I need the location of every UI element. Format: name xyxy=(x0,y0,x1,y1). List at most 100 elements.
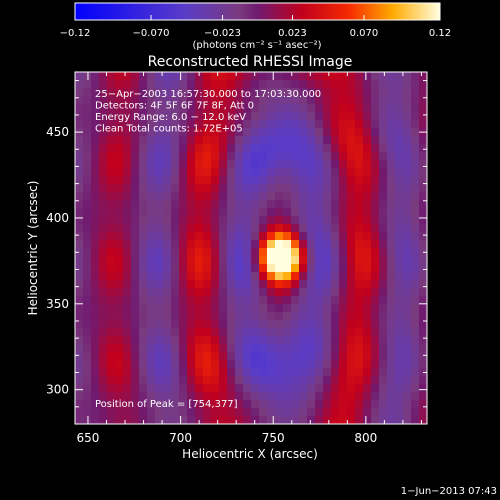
heatmap-cell xyxy=(315,240,324,249)
heatmap-cell xyxy=(283,344,292,353)
heatmap-cell xyxy=(267,328,276,337)
heatmap-cell xyxy=(347,408,356,417)
heatmap-cell xyxy=(107,80,116,89)
heatmap-cell xyxy=(203,192,212,201)
heatmap-cell xyxy=(179,328,188,337)
heatmap-cell xyxy=(219,384,228,393)
heatmap-cell xyxy=(155,72,164,81)
heatmap-cell xyxy=(403,272,412,281)
heatmap-cell xyxy=(291,144,300,153)
heatmap-cell xyxy=(187,328,196,337)
heatmap-cell xyxy=(331,240,340,249)
heatmap-cell xyxy=(275,96,284,105)
heatmap-cell xyxy=(283,232,292,241)
heatmap-cell xyxy=(219,232,228,241)
heatmap-cell xyxy=(139,80,148,89)
heatmap-cell xyxy=(219,296,228,305)
heatmap-cell xyxy=(179,168,188,177)
heatmap-cell xyxy=(403,72,412,81)
heatmap-cell xyxy=(275,384,284,393)
heatmap-cell xyxy=(227,144,236,153)
heatmap-cell xyxy=(371,200,380,209)
heatmap-cell xyxy=(243,392,252,401)
heatmap-cell xyxy=(131,328,140,337)
heatmap-cell xyxy=(387,312,396,321)
heatmap-cell xyxy=(211,136,220,145)
heatmap-cell xyxy=(203,320,212,329)
heatmap-cell xyxy=(411,400,420,409)
heatmap-cell xyxy=(331,192,340,201)
heatmap-cell xyxy=(267,336,276,345)
heatmap-cell xyxy=(155,144,164,153)
heatmap-cell xyxy=(235,120,244,129)
heatmap-cell xyxy=(139,216,148,225)
heatmap-cell xyxy=(99,96,108,105)
heatmap-cell xyxy=(107,256,116,265)
heatmap-cell xyxy=(307,144,316,153)
heatmap-cell xyxy=(187,144,196,153)
heatmap-cell xyxy=(403,392,412,401)
heatmap-cell xyxy=(363,160,372,169)
heatmap-cell xyxy=(419,272,427,281)
heatmap-cell xyxy=(275,264,284,273)
heatmap-cell xyxy=(195,312,204,321)
heatmap-cell xyxy=(187,176,196,185)
heatmap-cell xyxy=(403,176,412,185)
heatmap-cell xyxy=(315,392,324,401)
heatmap-cell xyxy=(243,160,252,169)
heatmap-cell xyxy=(187,280,196,289)
heatmap-cell xyxy=(131,360,140,369)
heatmap-cell xyxy=(267,240,276,249)
heatmap-cell xyxy=(195,184,204,193)
heatmap-cell xyxy=(91,136,100,145)
colorbar-tick-label: 0.023 xyxy=(278,28,307,39)
heatmap-cell xyxy=(75,224,84,233)
heatmap-cell xyxy=(275,416,284,424)
heatmap-cell xyxy=(139,296,148,305)
heatmap-cell xyxy=(139,232,148,241)
heatmap-cell xyxy=(395,248,404,257)
heatmap-cell xyxy=(275,88,284,97)
heatmap-cell xyxy=(131,288,140,297)
heatmap-cell xyxy=(91,224,100,233)
heatmap-cell xyxy=(275,376,284,385)
heatmap-cell xyxy=(83,224,92,233)
heatmap-cell xyxy=(131,304,140,313)
heatmap-cell xyxy=(307,248,316,257)
heatmap-cell xyxy=(275,104,284,113)
heatmap-cell xyxy=(403,288,412,297)
heatmap-cell xyxy=(155,296,164,305)
heatmap-cell xyxy=(307,352,316,361)
heatmap-cell xyxy=(299,312,308,321)
heatmap-cell xyxy=(267,80,276,89)
heatmap-cell xyxy=(123,304,132,313)
heatmap-cell xyxy=(227,168,236,177)
heatmap-cell xyxy=(83,168,92,177)
heatmap-cell xyxy=(211,376,220,385)
heatmap-cell xyxy=(99,376,108,385)
heatmap-cell xyxy=(131,168,140,177)
heatmap-cell xyxy=(83,400,92,409)
heatmap-cell xyxy=(307,304,316,313)
heatmap-cell xyxy=(259,264,268,273)
heatmap-cell xyxy=(267,272,276,281)
heatmap-cell xyxy=(403,128,412,137)
heatmap-cell xyxy=(115,72,124,81)
heatmap-cell xyxy=(347,80,356,89)
heatmap-cell xyxy=(227,80,236,89)
heatmap-cell xyxy=(403,120,412,129)
heatmap-cell xyxy=(411,96,420,105)
heatmap-cell xyxy=(203,96,212,105)
heatmap-cell xyxy=(395,376,404,385)
heatmap-cell xyxy=(387,240,396,249)
heatmap-cell xyxy=(139,384,148,393)
heatmap-cell xyxy=(371,96,380,105)
heatmap-cell xyxy=(347,72,356,81)
heatmap-cell xyxy=(187,112,196,121)
heatmap-cell xyxy=(123,352,132,361)
heatmap-cell xyxy=(387,256,396,265)
heatmap-cell xyxy=(275,192,284,201)
heatmap-cell xyxy=(243,232,252,241)
heatmap-cell xyxy=(227,112,236,121)
heatmap-cell xyxy=(251,104,260,113)
